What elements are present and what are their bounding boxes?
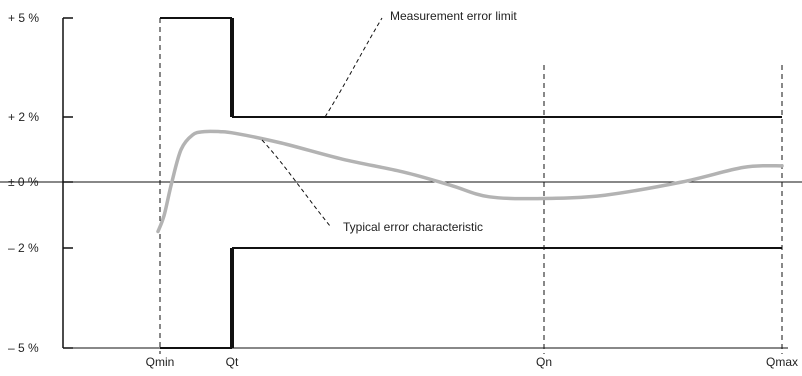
series-layer [156, 17, 784, 349]
annotation-typical-error-characteristic: Typical error characteristic [343, 220, 483, 234]
annotations: Measurement error limit Typical error cha… [261, 9, 517, 234]
x-tick-label-qmax: Qmax [766, 355, 798, 369]
x-tick-label-qmin: Qmin [146, 355, 175, 369]
annotation-measurement-error-limit: Measurement error limit [390, 9, 517, 23]
y-tick-label-3: – 2 % [8, 241, 39, 255]
y-tick-label-2: ± 0 % [8, 175, 39, 189]
ticks: + 5 % + 2 % ± 0 % – 2 % – 5 % Qmin Qt Qn Qmax [8, 11, 798, 369]
y-tick-label-1: + 2 % [8, 110, 39, 124]
y-tick-label-0: + 5 % [8, 11, 39, 25]
vertical-guides [159, 18, 783, 354]
leader-measurement-error-limit [324, 17, 383, 118]
leader-typical-error-characteristic [261, 139, 331, 227]
typical-error-curve [156, 129, 784, 234]
x-tick-label-qt: Qt [226, 355, 239, 369]
y-tick-label-4: – 5 % [8, 341, 39, 355]
x-tick-label-qn: Qn [536, 355, 552, 369]
